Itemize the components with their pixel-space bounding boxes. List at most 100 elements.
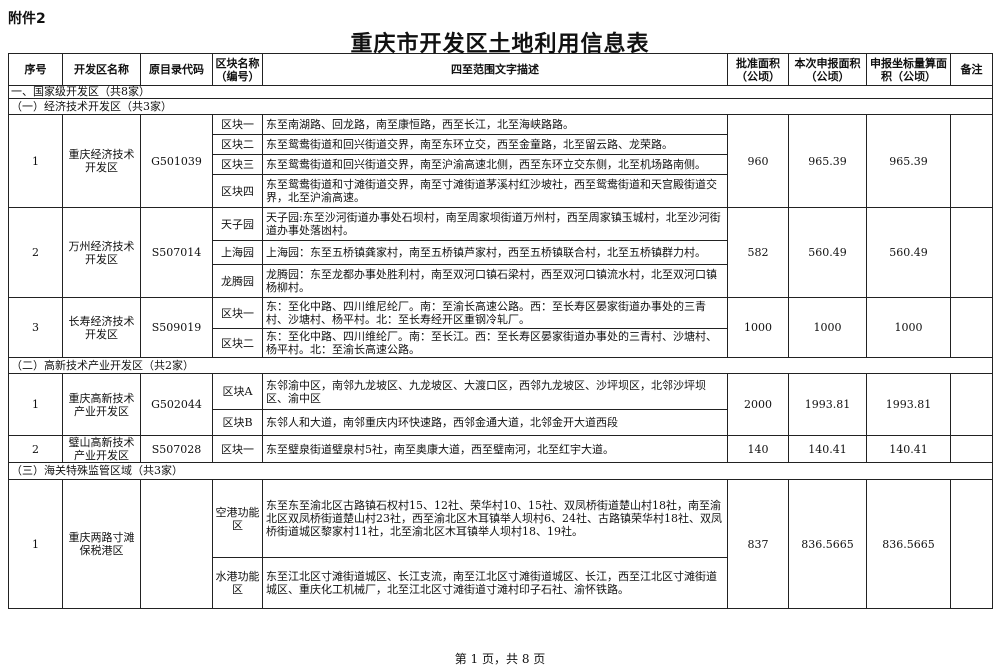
seq-cell: 1: [8, 114, 63, 208]
block-name-cell: 龙腾园: [212, 264, 263, 298]
table-row: 区块四 东至鸳鸯街道和寸滩街道交界，南至寸滩街道茅溪村红沙坡社，西至鸳鸯街道和天宫…: [9, 174, 993, 208]
section-label: 一、国家级开发区（共8家）: [8, 85, 993, 99]
remarks-cell: [950, 435, 993, 463]
page-title: 重庆市开发区土地利用信息表: [350, 32, 650, 57]
table-row: 上海园 上海园：东至五桥镇龚家村，南至五桥镇芦家村，西至五桥镇联合村，北至五桥镇群…: [9, 240, 993, 265]
block-name-cell: 区块一: [212, 114, 263, 135]
description-cell: 东邻渝中区，南邻九龙坡区、九龙坡区、大渡口区，西邻九龙坡区、沙坪坝区，北邻沙坪坝…: [262, 373, 728, 410]
table-row: 1 重庆经济技术开发区 G501039 区块一 东至南湖路、回龙路，南至康恒路，西至长江…: [8, 114, 993, 208]
header-seq: 序号: [8, 53, 63, 86]
table-row: 1 重庆高新技术产业开发区 G502044 区块A 东邻渝中区，南邻九龙坡区、九龙坡区、…: [8, 373, 993, 436]
table-row: 区块三 东至鸳鸯街道和回兴街道交界，南至沪渝高速北侧，西至东环立交东侧，北至机场路…: [9, 154, 993, 175]
header-remarks: 备注: [950, 53, 993, 86]
computed-area-cell: 560.49: [866, 207, 951, 298]
remarks-cell: [950, 114, 993, 208]
attachment-label: 附件2: [8, 11, 46, 27]
description-cell: 东：至化中路、四川维尼纶厂。南：至渝长高速公路。西：至长寿区晏家街道办事处的三青…: [262, 297, 728, 329]
description-cell: 东至南湖路、回龙路，南至康恒路，西至长江，北至海峡路路。: [262, 114, 728, 135]
zone-name-cell: 璧山高新技术产业开发区: [62, 435, 141, 463]
section-row: （一）经济技术开发区（共3家）: [8, 98, 993, 115]
section-row: 一、国家级开发区（共8家）: [8, 85, 993, 99]
approved-area-cell: 960: [727, 114, 789, 208]
remarks-cell: [950, 373, 993, 436]
zone-name-cell: 万州经济技术开发区: [62, 207, 141, 298]
header-zone-name: 开发区名称: [62, 53, 141, 86]
land-use-table: 序号 开发区名称 原目录代码 区块名称（编号） 四至范围文字描述 批准面积（公顷…: [8, 53, 993, 609]
code-cell: G501039: [140, 114, 213, 208]
block-name-cell: 区块一: [212, 297, 263, 329]
table-row: 水港功能区 东至江北区寸滩街道城区、长江支流，南至江北区寸滩街道城区、长江，西至江…: [9, 557, 993, 609]
reported-area-cell: 965.39: [788, 114, 867, 208]
approved-area-cell: 837: [727, 479, 789, 609]
header-reported-area: 本次申报面积（公顷）: [788, 53, 867, 86]
reported-area-cell: 1000: [788, 297, 867, 358]
description-cell: 天子园:东至沙河街道办事处石坝村，南至周家坝街道万州村，西至周家镇玉城村，北至沙…: [262, 207, 728, 241]
header-computed-area: 申报坐标量算面积（公顷）: [866, 53, 951, 86]
approved-area-cell: 140: [727, 435, 789, 463]
table-row: 龙腾园 龙腾园：东至龙都办事处胜利村，南至双河口镇石梁村，西至双河口镇流水村，北至…: [9, 264, 993, 298]
section-label: （二）高新技术产业开发区（共2家）: [8, 357, 993, 374]
computed-area-cell: 965.39: [866, 114, 951, 208]
block-name-cell: 水港功能区: [212, 557, 263, 609]
block-name-cell: 区块四: [212, 174, 263, 208]
section-label: （一）经济技术开发区（共3家）: [8, 98, 993, 115]
seq-cell: 3: [8, 297, 63, 358]
computed-area-cell: 1000: [866, 297, 951, 358]
header-approved-area: 批准面积（公顷）: [727, 53, 789, 86]
block-name-cell: 空港功能区: [212, 479, 263, 558]
table-row: 区块二 东至鸳鸯街道和回兴街道交界，南至东环立交，西至金童路，北至留云路、龙荣路。: [9, 134, 993, 155]
description-cell: 东至璧泉街道璧泉村5社，南至奥康大道，西至璧南河，北至红宇大道。: [262, 435, 728, 463]
description-cell: 东至鸳鸯街道和寸滩街道交界，南至寸滩街道茅溪村红沙坡社，西至鸳鸯街道和天宫殿街道…: [262, 174, 728, 208]
section-row: （三）海关特殊监管区域（共3家）: [8, 462, 993, 480]
code-cell: S507014: [140, 207, 213, 298]
seq-cell: 1: [8, 479, 63, 609]
block-name-cell: 上海园: [212, 240, 263, 265]
seq-cell: 2: [8, 435, 63, 463]
description-cell: 上海园：东至五桥镇龚家村，南至五桥镇芦家村，西至五桥镇联合村，北至五桥镇群力村。: [262, 240, 728, 265]
block-name-cell: 区块二: [212, 328, 263, 358]
description-cell: 东至鸳鸯街道和回兴街道交界，南至东环立交，西至金童路，北至留云路、龙荣路。: [262, 134, 728, 155]
remarks-cell: [950, 479, 993, 609]
computed-area-cell: 836.5665: [866, 479, 951, 609]
header-row: 序号 开发区名称 原目录代码 区块名称（编号） 四至范围文字描述 批准面积（公顷…: [8, 53, 993, 86]
header-code: 原目录代码: [140, 53, 213, 86]
computed-area-cell: 1993.81: [866, 373, 951, 436]
page-number: 第 1 页，共 8 页: [454, 652, 546, 666]
description-cell: 东至鸳鸯街道和回兴街道交界，南至沪渝高速北侧，西至东环立交东侧，北至机场路南侧。: [262, 154, 728, 175]
description-cell: 东：至化中路、四川维纶厂。南：至长江。西：至长寿区晏家街道办事处的三青村、沙塘村…: [262, 328, 728, 358]
seq-cell: 2: [8, 207, 63, 298]
description-cell: 龙腾园：东至龙都办事处胜利村，南至双河口镇石梁村，西至双河口镇流水村，北至双河口…: [262, 264, 728, 298]
block-name-cell: 区块一: [212, 435, 263, 463]
approved-area-cell: 582: [727, 207, 789, 298]
description-cell: 东至江北区寸滩街道城区、长江支流，南至江北区寸滩街道城区、长江，西至江北区寸滩街…: [262, 557, 728, 609]
block-name-cell: 区块三: [212, 154, 263, 175]
block-name-cell: 区块二: [212, 134, 263, 155]
block-name-cell: 区块A: [212, 373, 263, 410]
reported-area-cell: 1993.81: [788, 373, 867, 436]
code-cell: [140, 479, 213, 609]
section-label: （三）海关特殊监管区域（共3家）: [8, 462, 993, 480]
zone-name-cell: 重庆高新技术产业开发区: [62, 373, 141, 436]
remarks-cell: [950, 207, 993, 298]
block-name-cell: 天子园: [212, 207, 263, 241]
table-row: 区块二 东：至化中路、四川维纶厂。南：至长江。西：至长寿区晏家街道办事处的三青村、…: [9, 328, 993, 358]
description-cell: 东邻人和大道，南邻重庆内环快速路，西邻金通大道，北邻金开大道西段: [262, 409, 728, 436]
approved-area-cell: 2000: [727, 373, 789, 436]
header-block-name: 区块名称（编号）: [212, 53, 263, 86]
approved-area-cell: 1000: [727, 297, 789, 358]
zone-name-cell: 长寿经济技术开发区: [62, 297, 141, 358]
code-cell: S509019: [140, 297, 213, 358]
seq-cell: 1: [8, 373, 63, 436]
table-row: 3 长寿经济技术开发区 S509019 区块一 东：至化中路、四川维尼纶厂。南：至渝长高…: [8, 297, 993, 358]
code-cell: S507028: [140, 435, 213, 463]
reported-area-cell: 836.5665: [788, 479, 867, 609]
remarks-cell: [950, 297, 993, 358]
code-cell: G502044: [140, 373, 213, 436]
table-row: 区块B 东邻人和大道，南邻重庆内环快速路，西邻金通大道，北邻金开大道西段: [9, 409, 993, 436]
header-description: 四至范围文字描述: [262, 53, 728, 86]
description-cell: 东至东至渝北区古路镇石权村15、12社、荣华村10、15社、双凤桥街道楚山村18…: [262, 479, 728, 558]
reported-area-cell: 560.49: [788, 207, 867, 298]
reported-area-cell: 140.41: [788, 435, 867, 463]
block-name-cell: 区块B: [212, 409, 263, 436]
computed-area-cell: 140.41: [866, 435, 951, 463]
